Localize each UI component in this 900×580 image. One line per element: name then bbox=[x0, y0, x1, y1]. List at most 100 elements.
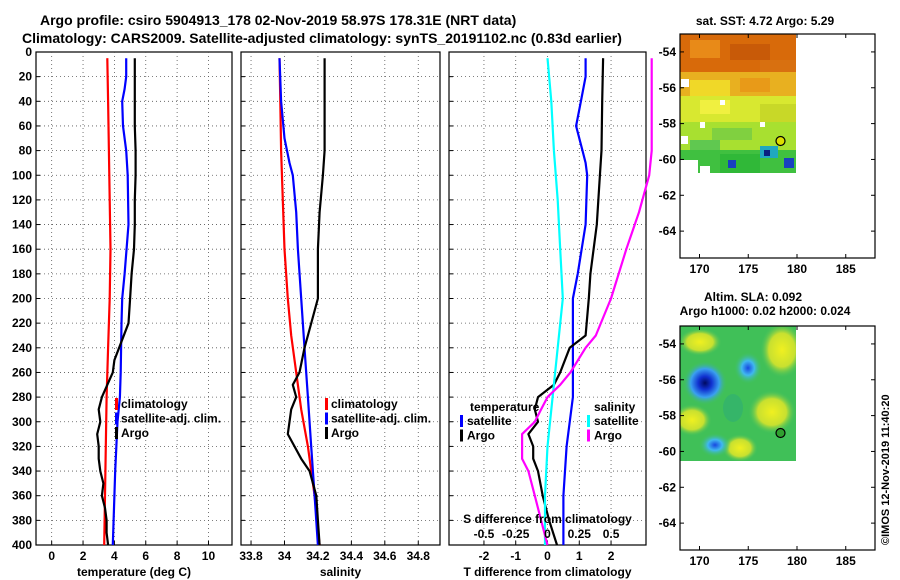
temperature-legend-label: climatology bbox=[121, 397, 188, 411]
difference-xlabel: T difference from climatology bbox=[463, 565, 631, 579]
sla_map-xtick-label: 170 bbox=[689, 554, 709, 568]
depth-tick-label: 300 bbox=[12, 415, 32, 429]
sst_map-ytick-label: -62 bbox=[659, 188, 677, 202]
sla_map-ytick-label: -64 bbox=[659, 516, 677, 530]
imos-timestamp: ©IMOS 12-Nov-2019 11:40:20 bbox=[880, 394, 892, 545]
sla_map-xtick-label: 185 bbox=[836, 554, 856, 568]
diff-x2tick-label: -0.25 bbox=[502, 527, 530, 541]
sst_map-ytick-label: -56 bbox=[659, 81, 677, 95]
salinity-xtick-label: 33.8 bbox=[239, 549, 263, 563]
salinity-legend-label: satellite-adj. clim. bbox=[331, 412, 431, 426]
salinity-xtick-label: 34 bbox=[278, 549, 292, 563]
sla-argo-position-marker bbox=[775, 427, 786, 439]
sst_map-ytick-label: -54 bbox=[659, 45, 677, 59]
temperature-series-climatology bbox=[103, 58, 112, 546]
temperature-legend-label: Argo bbox=[121, 426, 149, 440]
difference-series-salinity-satellite bbox=[543, 58, 564, 545]
depth-tick-label: 280 bbox=[12, 390, 32, 404]
salinity-legend-swatch bbox=[325, 398, 328, 410]
sla-heatmap bbox=[680, 326, 796, 461]
diff-legend-temperature-title: temperature bbox=[470, 400, 540, 414]
diff-legend-swatch bbox=[587, 415, 590, 427]
diff-x2tick-label: 0.5 bbox=[603, 527, 620, 541]
temperature-xtick-label: 8 bbox=[174, 549, 181, 563]
salinity-xlabel: salinity bbox=[320, 565, 362, 579]
salinity-legend-swatch bbox=[325, 427, 328, 439]
sst_map-xtick-label: 170 bbox=[689, 262, 709, 276]
sla_map-ytick-label: -60 bbox=[659, 444, 677, 458]
diff-x2label: S difference from climatology bbox=[463, 512, 632, 526]
sst_map-xtick-label: 175 bbox=[738, 262, 758, 276]
sla_map-xtick-label: 175 bbox=[738, 554, 758, 568]
diff-x2tick-label: -0.5 bbox=[474, 527, 495, 541]
sst_map-frame bbox=[679, 33, 876, 259]
depth-tick-label: 160 bbox=[12, 242, 32, 256]
diff-legend-temperature-label: Argo bbox=[467, 429, 495, 443]
header-line-2: Climatology: CARS2009. Satellite-adjuste… bbox=[22, 30, 622, 46]
salinity-panel: 33.8 34 34.2 34.4 34.6 34.8 salinity climatolog… bbox=[239, 51, 441, 579]
diff-legend-salinity-label: Argo bbox=[594, 429, 622, 443]
sla_map-ytick-label: -56 bbox=[659, 373, 677, 387]
temperature-series-satellite-adj-clim- bbox=[111, 58, 130, 546]
depth-tick-label: 360 bbox=[12, 489, 32, 503]
sst_map-xtick-label: 180 bbox=[787, 262, 807, 276]
diff-legend-swatch bbox=[460, 429, 463, 442]
temperature-xtick-label: 6 bbox=[142, 549, 149, 563]
temperature-xtick-label: 10 bbox=[202, 549, 216, 563]
sla-map-title: Altim. SLA: 0.092 bbox=[704, 290, 802, 304]
salinity-legend-label: climatology bbox=[331, 397, 398, 411]
depth-tick-label: 40 bbox=[19, 94, 33, 108]
depth-tick-label: 60 bbox=[19, 119, 33, 133]
sst-heatmap bbox=[680, 34, 796, 173]
sst_map-ytick-label: -60 bbox=[659, 152, 677, 166]
depth-tick-label: 80 bbox=[19, 144, 33, 158]
sst_map-xtick-label: 185 bbox=[836, 262, 856, 276]
sla-map-subtitle: Argo h1000: 0.02 h2000: 0.024 bbox=[680, 304, 851, 318]
depth-tick-label: 380 bbox=[12, 513, 32, 527]
sst_map-ytick-label: -58 bbox=[659, 117, 677, 131]
temperature-series-argo bbox=[96, 58, 137, 546]
temperature-legend-swatch bbox=[115, 398, 118, 410]
salinity-xtick-label: 34.8 bbox=[407, 549, 431, 563]
depth-tick-label: 260 bbox=[12, 365, 32, 379]
depth-tick-label: 180 bbox=[12, 267, 32, 281]
salinity-series-climatology bbox=[278, 58, 321, 546]
sla_map-xtick-label: 180 bbox=[787, 554, 807, 568]
depth-tick-label: 0 bbox=[25, 45, 32, 59]
diff-legend-salinity-title: salinity bbox=[594, 400, 636, 414]
depth-tick-label: 20 bbox=[19, 70, 33, 84]
temperature-panel: 0 2 4 6 8 10020406080100120140160180200220240… bbox=[12, 45, 233, 579]
difference-series-salinity-argo bbox=[520, 58, 653, 546]
sla_map-ytick-label: -62 bbox=[659, 480, 677, 494]
depth-tick-label: 200 bbox=[12, 292, 32, 306]
temperature-xlabel: temperature (deg C) bbox=[77, 565, 191, 579]
sla_map-ytick-label: -58 bbox=[659, 409, 677, 423]
salinity-xtick-label: 34.2 bbox=[306, 549, 330, 563]
diff-x2tick-label: 0.25 bbox=[568, 527, 592, 541]
sst-map-title: sat. SST: 4.72 Argo: 5.29 bbox=[696, 14, 835, 28]
diff-legend-swatch bbox=[460, 415, 463, 427]
diff-legend-salinity-label: satellite bbox=[594, 414, 639, 428]
difference-xtick-label: 2 bbox=[608, 549, 615, 563]
diff-legend-temperature-label: satellite bbox=[467, 414, 512, 428]
temperature-xtick-label: 0 bbox=[48, 549, 55, 563]
difference-xtick-label: -1 bbox=[510, 549, 521, 563]
sst-argo-position-marker bbox=[775, 135, 786, 147]
salinity-plot-frame bbox=[240, 51, 441, 546]
depth-tick-label: 100 bbox=[12, 168, 32, 182]
salinity-series-satellite-adj-clim- bbox=[278, 58, 319, 546]
difference-series-temperature-satellite bbox=[562, 58, 589, 545]
difference-xtick-label: 1 bbox=[576, 549, 583, 563]
salinity-xtick-label: 34.4 bbox=[340, 549, 364, 563]
temperature-xtick-label: 4 bbox=[111, 549, 118, 563]
depth-tick-label: 140 bbox=[12, 218, 32, 232]
temperature-xtick-label: 2 bbox=[80, 549, 87, 563]
temperature-legend-label: satellite-adj. clim. bbox=[121, 412, 221, 426]
depth-tick-label: 220 bbox=[12, 316, 32, 330]
salinity-legend-swatch bbox=[325, 412, 328, 425]
salinity-legend-label: Argo bbox=[331, 426, 359, 440]
temperature-legend-swatch bbox=[115, 427, 118, 439]
difference-xtick-label: -2 bbox=[479, 549, 490, 563]
sla_map-frame bbox=[679, 325, 876, 551]
